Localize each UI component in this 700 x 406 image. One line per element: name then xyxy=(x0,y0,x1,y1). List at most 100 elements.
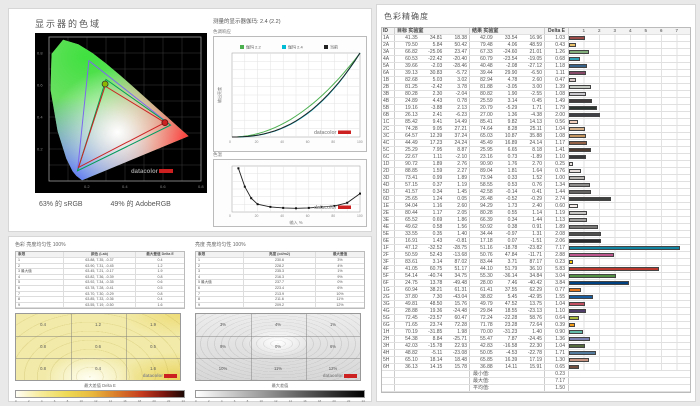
table-row: 2B 81.25 -2.42 3.78 81.88 -3.05 3.00 1.39 xyxy=(382,84,690,91)
accuracy-rows: 1A 41.35 34.81 18.38 42.09 33.54 16.96 1.03 2A 79… xyxy=(382,35,690,371)
table-row: 4D 57.15 0.37 1.19 58.55 0.53 0.76 1.34 xyxy=(382,182,690,189)
adobergb-coverage: 49% 的 AdobeRGB xyxy=(110,201,171,208)
delta-e-bar xyxy=(569,204,579,208)
table-row: 1F 47.12 -32.52 -28.75 51.16 -18.78 -23.82 7.17 xyxy=(382,245,690,252)
table-row: 3H 42.03 -15.78 22.93 42.83 -16.58 22.30 1.04 xyxy=(382,343,690,350)
delta-e-bar xyxy=(569,127,586,131)
delta-e-bar xyxy=(569,148,591,152)
table-row: 8 63.85, 7.33, -0.36 0.4 xyxy=(16,297,184,303)
table-row: 3A 66.82 -25.06 23.47 67.33 -24.60 21.01 1.26 xyxy=(382,49,690,56)
svg-text:0.2: 0.2 xyxy=(84,184,90,189)
header-delta: Delta E xyxy=(545,28,569,34)
header-result: 结果 实验室 xyxy=(470,28,545,34)
svg-text:当前: 当前 xyxy=(330,44,338,50)
svg-text:100: 100 xyxy=(357,214,363,218)
datacolor-logo: datacolor xyxy=(323,373,357,378)
table-row: 5G 72.45 -23.57 60.47 72.24 -22.28 58.76 0.64 xyxy=(382,315,690,322)
delta-e-bar xyxy=(569,358,590,362)
svg-text:0.8: 0.8 xyxy=(198,184,204,189)
table-row: 9 209.2 12% xyxy=(196,302,364,309)
table-row: 3D 73.41 0.99 1.89 73.94 0.33 1.52 1.00 xyxy=(382,175,690,182)
table-row: 5H 65.10 18.14 18.48 65.85 16.39 17.19 1.30 xyxy=(382,357,690,364)
svg-text:40: 40 xyxy=(280,140,284,144)
svg-text:80: 80 xyxy=(331,140,335,144)
table-row: 5B 19.16 -3.88 2.13 20.79 -5.29 1.71 1.79 xyxy=(382,105,690,112)
color-uniformity-table: 象限 颜色 (Lab) 最大差值 Delta E 1 63.88, 7.35, -0.3… xyxy=(15,251,185,310)
table-row: 3C 64.57 12.39 37.24 65.03 10.87 35.88 1.08 xyxy=(382,133,690,140)
table-row: 7 213.9 10% xyxy=(196,291,364,298)
delta-e-bar xyxy=(569,337,591,341)
table-row: 3F 83.61 3.14 87.02 83.44 3.71 87.17 0.23 xyxy=(382,259,690,266)
delta-e-bar xyxy=(569,218,587,222)
delta-e-bar xyxy=(569,71,587,75)
table-row: 6E 16.91 1.43 -0.81 17.18 0.07 -1.51 2.06 xyxy=(382,238,690,245)
table-row: 6H 36.13 14.15 15.78 36.88 14.11 15.91 0.65 xyxy=(382,364,690,371)
table-row: 6F 24.75 13.78 -49.48 28.00 7.46 -40.42 3.84 xyxy=(382,280,690,287)
delta-e-bar xyxy=(569,351,596,355)
svg-text:0.4: 0.4 xyxy=(37,115,43,120)
svg-text:datacolor: datacolor xyxy=(131,169,159,175)
delta-e-bar xyxy=(569,134,586,138)
datacolor-logo: datacolor xyxy=(314,130,351,136)
table-row: 3G 49.81 48.50 15.76 49.79 47.52 13.75 1.04 xyxy=(382,301,690,308)
delta-e-bar xyxy=(569,281,629,285)
table-row: 1H 70.19 -31.85 1.98 70.00 -31.23 1.40 0.90 xyxy=(382,329,690,336)
table-row: 6B 26.13 2.41 -6.23 27.00 1.36 -4.38 2.00 xyxy=(382,112,690,119)
delta-e-bar xyxy=(569,50,589,54)
srgb-coverage: 63% 的 sRGB xyxy=(39,201,83,208)
color-accuracy-title: 色彩精确度 xyxy=(384,12,429,21)
delta-e-bar xyxy=(569,246,681,250)
delta-e-bar xyxy=(569,113,600,117)
delta-e-bar xyxy=(569,274,617,278)
luminance-scale-bar xyxy=(195,390,365,399)
table-row: 6A 39.13 30.83 -5.72 39.44 29.90 -6.50 1.11 xyxy=(382,70,690,77)
delta-e-bar xyxy=(569,309,587,313)
svg-text:100: 100 xyxy=(357,140,363,144)
color-uniformity-section: 色彩 亮度均匀性 100% 象限 颜色 (Lab) 最大差值 Delta E 1 63.… xyxy=(15,241,185,403)
delta-e-bar xyxy=(569,99,593,103)
delta-e-bar xyxy=(569,36,585,40)
table-row: 4 216.3 9% xyxy=(196,274,364,281)
color-uniformity-contour: 0.4 1.2 1.9 0.8 0.6 0.5 0.8 0.4 1.6 datacolor xyxy=(15,313,181,382)
luminance-uniformity-contour: 3% 4% 1% 9% 0% 6% 10% 11% 12% datacolor xyxy=(195,313,361,382)
summary-row: 平均值: 1.50 xyxy=(382,385,690,392)
delta-e-bar xyxy=(569,344,586,348)
summary-row: 最小值: 0.23 xyxy=(382,371,690,378)
table-row: 4C 44.49 17.23 24.24 45.49 16.89 24.14 1.17 xyxy=(382,140,690,147)
delta-e-bar xyxy=(569,365,580,369)
table-row: 1 63.88, 7.35, -0.37 0.4 xyxy=(16,258,184,264)
svg-text:datacolor: datacolor xyxy=(314,130,337,136)
datacolor-logo: datacolor xyxy=(314,205,351,211)
table-row: 5A 39.66 -2.03 -28.46 40.48 -2.08 -27.12 1.18 xyxy=(382,63,690,70)
table-row: 5E 33.55 0.35 1.40 34.44 -0.97 1.31 2.08 xyxy=(382,231,690,238)
svg-text:伽玛 2.2: 伽玛 2.2 xyxy=(246,44,261,50)
table-row: 4A 60.53 -22.42 -20.40 60.79 -23.54 -19.05 0.68 xyxy=(382,56,690,63)
luminance-scale-label: 最大差值 xyxy=(271,383,289,389)
delta-e-bar xyxy=(569,316,579,320)
table-row: 3B 80.28 2.30 -2.04 80.82 1.90 -2.55 1.08 xyxy=(382,91,690,98)
delta-e-bar xyxy=(569,43,576,47)
delta-e-bar xyxy=(569,64,588,68)
svg-text:0.6: 0.6 xyxy=(37,83,43,88)
table-row: 4B 24.89 4.43 0.78 25.59 3.14 0.45 1.49 xyxy=(382,98,690,105)
gamma-curve-chart: 伽玛 2.2 伽玛 2.4 当前 输出亮度 0 20 40 60 80 100 datacol… xyxy=(213,36,367,152)
tone-ylabel: 输出亮度 xyxy=(216,87,222,103)
table-row: 4H 48.82 -5.11 -23.08 50.05 -4.53 -22.78 1.71 xyxy=(382,350,690,357)
green-primary-marker xyxy=(101,80,109,88)
delta-e-bar xyxy=(569,197,612,201)
datacolor-logo: datacolor xyxy=(143,373,177,378)
delta-e-bar xyxy=(569,330,583,334)
table-row: 2 63.90, 7.31, -0.45 1.2 xyxy=(16,263,184,270)
table-row: 6C 22.67 1.11 -2.10 23.16 0.73 -1.89 1.10 xyxy=(382,154,690,161)
datacolor-logo: datacolor xyxy=(131,169,173,175)
color-scale-label: 最大差值 Delta E xyxy=(84,383,116,389)
delta-e-bar xyxy=(569,211,588,215)
table-row: 6D 25.65 1.24 0.05 26.48 -0.52 -0.29 2.74 xyxy=(382,196,690,203)
srgb-triangle xyxy=(76,78,172,172)
delta-e-bar xyxy=(569,92,586,96)
delta-e-bar xyxy=(569,176,585,180)
delta-e-bar xyxy=(569,183,590,187)
